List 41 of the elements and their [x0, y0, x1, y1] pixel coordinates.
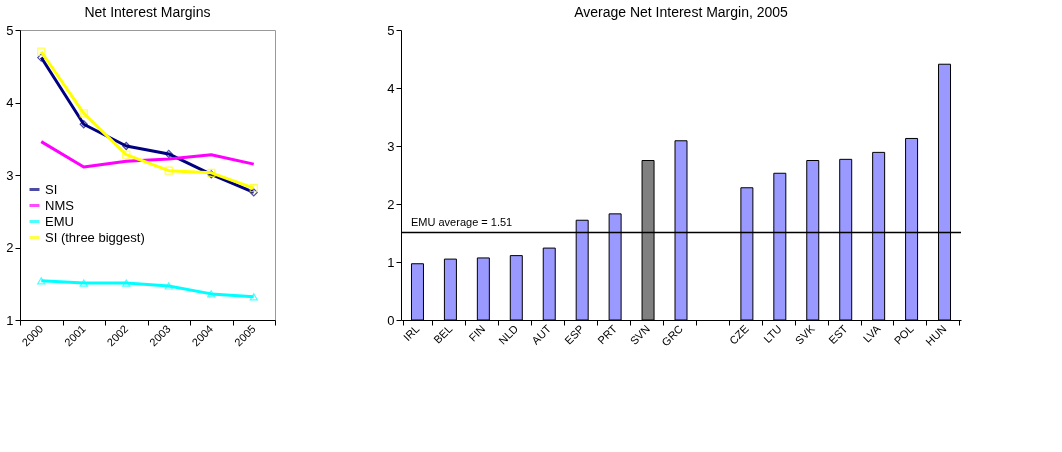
point — [249, 183, 258, 193]
x-tick-label: BEL — [431, 322, 455, 346]
point — [122, 279, 131, 287]
point — [122, 150, 131, 159]
point — [79, 279, 88, 287]
y-tick-label: 3 — [6, 167, 14, 183]
x-tick-label: LVA — [860, 322, 884, 345]
x-tick-label: POL — [891, 322, 916, 347]
x-tick-label: LTU — [761, 322, 784, 346]
x-tick-label: FIN — [466, 322, 488, 344]
point — [122, 141, 131, 151]
point — [79, 109, 88, 118]
point — [207, 290, 216, 298]
point — [249, 293, 258, 301]
point — [249, 188, 258, 197]
point — [37, 277, 46, 285]
y-tick-label: 4 — [387, 80, 395, 96]
point — [164, 166, 173, 175]
y-tick-label: 0 — [387, 312, 395, 328]
legend-label: SI (three biggest) — [45, 229, 145, 245]
legend-label: NMS — [45, 197, 75, 213]
point — [79, 120, 88, 129]
y-tick-label: 5 — [6, 22, 14, 38]
y-tick-label: 2 — [387, 196, 395, 212]
point — [37, 47, 46, 56]
y-tick-label: 5 — [387, 22, 395, 38]
y-tick-label: 3 — [387, 138, 395, 154]
line-series — [39, 140, 256, 169]
legend-label: EMU — [45, 213, 74, 229]
chart-title: Net Interest Margins — [84, 4, 211, 20]
legend-label: SI — [45, 181, 58, 197]
x-tick-label: IRL — [400, 322, 422, 344]
point — [37, 53, 46, 62]
point — [164, 149, 173, 159]
y-tick-label: 4 — [6, 95, 14, 110]
ref-line-label: EMU average = 1.51 — [411, 216, 513, 229]
y-tick-label: 2 — [6, 240, 14, 255]
chart-title: Average Net Interest Margin, 2005 — [574, 4, 789, 20]
y-tick-label: 1 — [6, 312, 14, 328]
point — [164, 282, 173, 290]
y-tick-label: 1 — [387, 254, 395, 270]
